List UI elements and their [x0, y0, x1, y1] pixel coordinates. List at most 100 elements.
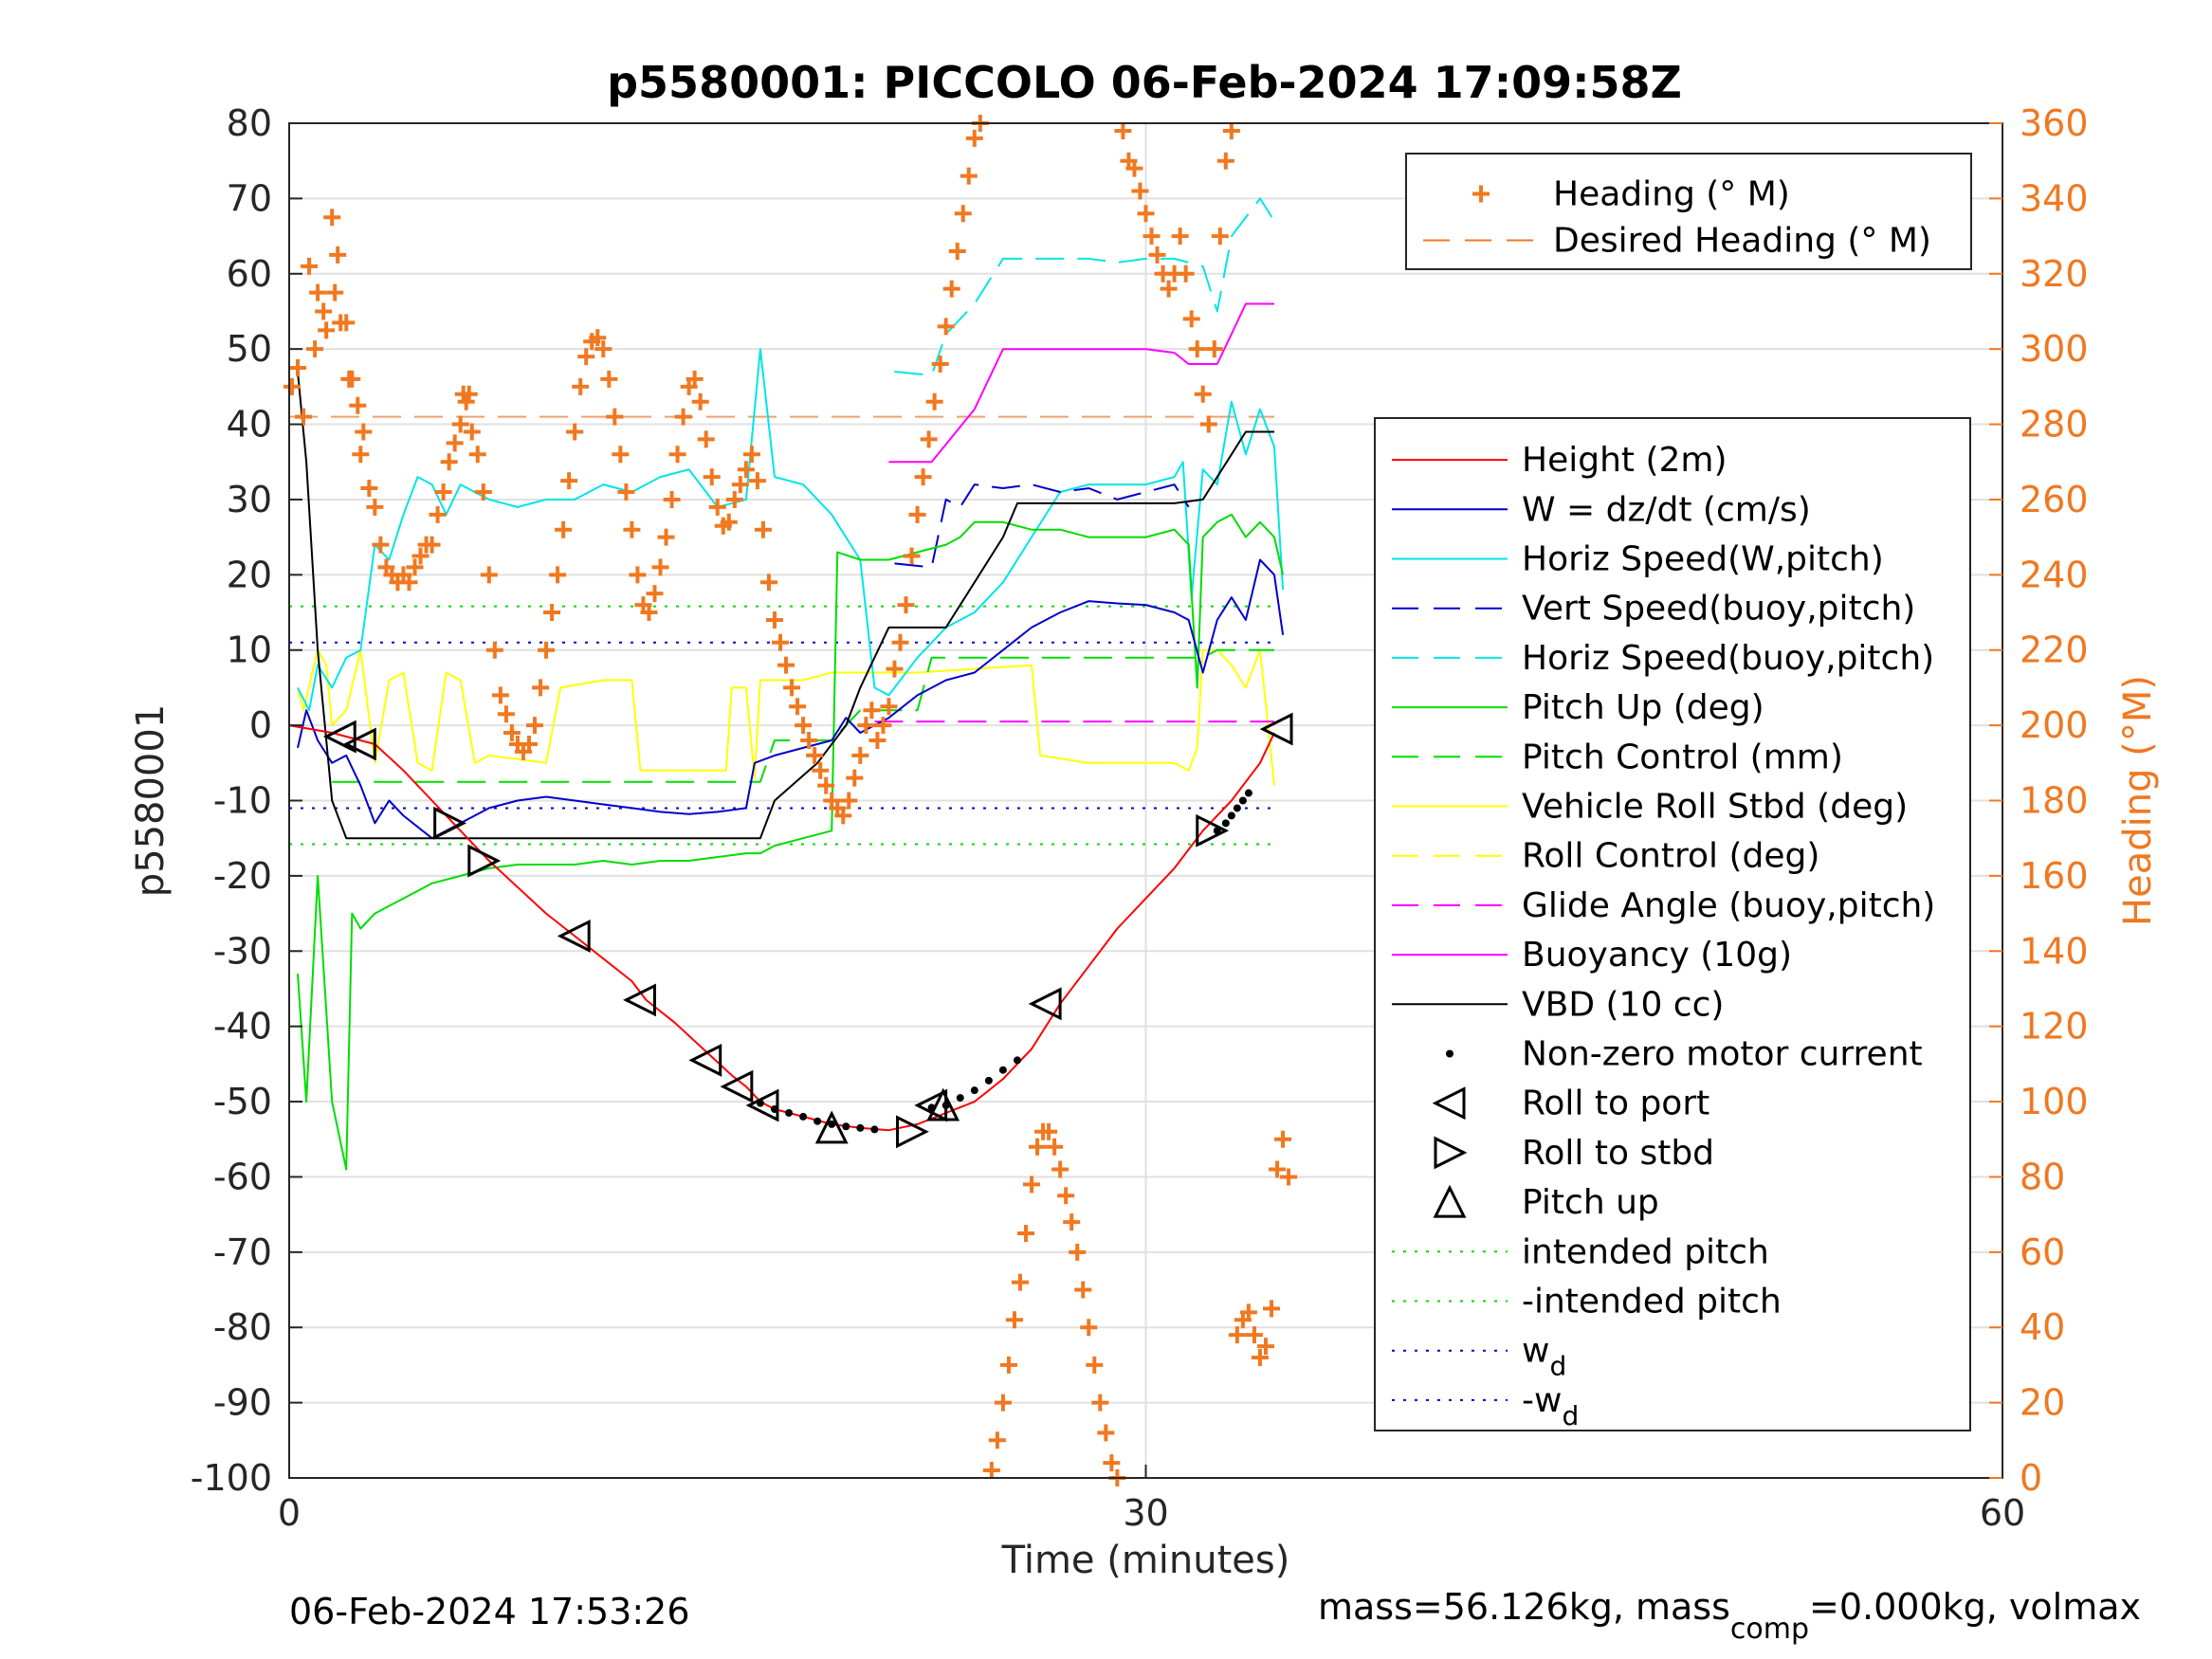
heading-point [520, 735, 538, 753]
heading-point [451, 415, 469, 433]
heading-point [560, 472, 578, 490]
pitch-up-marker [814, 1110, 849, 1144]
legend-heading: Heading (° M) Desired Heading (° M) [1405, 153, 1972, 270]
y-tick-label: -90 [213, 1382, 272, 1424]
heading-point [691, 392, 709, 410]
motor-current-point [828, 1120, 836, 1128]
legend-label-text: Pitch up [1522, 1183, 1659, 1222]
heading-point [623, 520, 641, 538]
heading-point [725, 490, 743, 508]
y-axis-label: p5580001 [129, 704, 173, 898]
heading-point [566, 423, 584, 441]
heading-point [434, 483, 452, 501]
y-tick-label: -20 [213, 855, 272, 897]
heading-point [1137, 205, 1155, 223]
heading-point [411, 547, 430, 565]
legend-box [1405, 153, 1972, 270]
heading-point [931, 356, 949, 374]
y-tick-label: 10 [227, 629, 272, 671]
y-tick-label: -80 [213, 1306, 272, 1348]
heading-point [697, 430, 715, 448]
heading-point [1086, 1356, 1104, 1374]
heading-point [503, 724, 521, 742]
heading-point [423, 536, 441, 554]
footer-mass-sub: comp [1730, 1613, 1809, 1646]
heading-point [301, 257, 319, 275]
series-pitch-up [297, 513, 1285, 1171]
heading-point [355, 423, 373, 441]
legend-label: Buoyancy (10g) [1522, 936, 1792, 975]
heading-point [1051, 1160, 1069, 1178]
motor-current-point [785, 1108, 794, 1117]
heading-point [817, 776, 835, 794]
heading-point [577, 348, 595, 366]
legend-label: Pitch Up (deg) [1522, 688, 1764, 727]
legend-swatch [1446, 1049, 1453, 1058]
heading-point [1205, 340, 1223, 358]
legend-label-text: Roll to port [1522, 1085, 1709, 1123]
y-tick-label: 80 [227, 102, 272, 144]
heading-point [948, 242, 966, 260]
heading-point [326, 283, 344, 301]
legend-label: Roll Control (deg) [1522, 837, 1819, 876]
legend-swatch [1433, 1184, 1467, 1218]
y-right-tick-label: 160 [2020, 855, 2089, 897]
heading-point [737, 461, 755, 479]
legend-box [1374, 417, 1971, 1431]
legend-label: Horiz Speed(buoy,pitch) [1522, 639, 1934, 678]
legend-label-text: Horiz Speed(buoy,pitch) [1522, 639, 1934, 678]
series-horiz-speed-buoy [894, 197, 1275, 376]
legend-label: VBD (10 cc) [1522, 985, 1724, 1024]
y-right-tick-label: 260 [2020, 479, 2089, 520]
series-height [288, 724, 1275, 1132]
y-axis-right-label: Heading (°M) [2116, 675, 2160, 926]
heading-point [886, 660, 904, 678]
legend-main: Height (2m) W = dz/dt (cm/s) Horiz Speed(W… [1374, 417, 1971, 1431]
roll-to-stbd-marker [433, 806, 467, 840]
legend-label: Glide Angle (buoy,pitch) [1522, 886, 1935, 925]
legend-label: Desired Heading (° M) [1553, 222, 1931, 261]
legend-label: intended pitch [1522, 1232, 1769, 1271]
legend-label-text: intended pitch [1522, 1232, 1769, 1271]
heading-point [903, 547, 921, 565]
heading-point [606, 408, 624, 426]
heading-point [742, 446, 760, 464]
heading-point [651, 558, 669, 576]
y-right-tick-label: 180 [2020, 780, 2089, 822]
heading-point [1177, 264, 1195, 283]
heading-point [343, 370, 361, 388]
motor-current-point [1221, 819, 1230, 828]
heading-point [663, 490, 681, 508]
legend-label-text: Roll to stbd [1522, 1134, 1714, 1173]
footer-mass-post: =0.000kg, volmax [1809, 1586, 2141, 1628]
heading-point [429, 505, 447, 523]
legend-label-text: -w [1522, 1381, 1562, 1420]
heading-point [463, 423, 481, 441]
roll-to-port-marker [720, 1069, 754, 1103]
legend-label-text: Vert Speed(buoy,pitch) [1522, 590, 1915, 629]
heading-point [497, 705, 515, 723]
series-w [297, 558, 1285, 840]
motor-current-point [799, 1112, 808, 1121]
heading-point [1005, 1311, 1023, 1329]
heading-point [323, 209, 341, 227]
heading-point [612, 446, 630, 464]
motor-current-point [1244, 789, 1252, 797]
legend-label: Vert Speed(buoy,pitch) [1522, 590, 1915, 629]
y-right-tick-label: 220 [2020, 629, 2089, 671]
legend-label: W = dz/dt (cm/s) [1522, 490, 1811, 529]
heading-point [572, 377, 590, 395]
heading-point [851, 746, 869, 764]
heading-point [1211, 228, 1229, 246]
y-right-tick-label: 40 [2020, 1306, 2065, 1348]
heading-point [942, 280, 960, 298]
series-vert-speed-buoy [894, 483, 1190, 569]
legend-label-text: Pitch Up (deg) [1522, 688, 1764, 727]
legend-label-text: Roll Control (deg) [1522, 837, 1819, 876]
heading-point [1125, 159, 1143, 177]
roll-to-port-marker [557, 919, 591, 953]
heading-point [480, 566, 498, 584]
heading-point [897, 596, 915, 614]
markers [283, 115, 1298, 1486]
heading-point [965, 129, 983, 147]
